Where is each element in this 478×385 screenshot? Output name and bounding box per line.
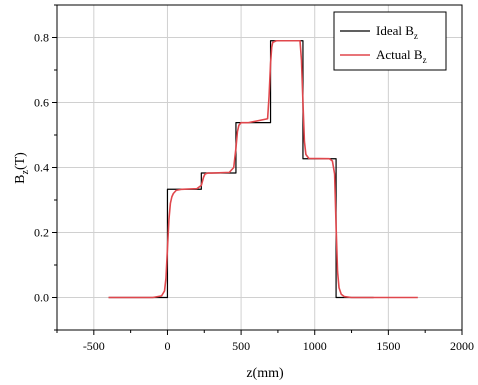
x-tick-label: 500 [232, 339, 250, 353]
y-tick-label: 0.2 [34, 226, 49, 240]
legend-box [333, 11, 447, 71]
legend-label-ideal-sub: z [414, 31, 418, 41]
y-tick-label: 0.4 [34, 161, 49, 175]
series-layer [108, 39, 418, 299]
x-tick-label: 0 [164, 339, 170, 353]
y-tick-label: 0.8 [34, 31, 49, 45]
x-tick-label: 1500 [376, 339, 400, 353]
actual-bz-line [108, 39, 418, 299]
y-axis-title-sub: z [20, 170, 31, 175]
legend-label-ideal: Ideal Bz [376, 23, 418, 41]
legend-label-actual: Actual Bz [376, 47, 427, 65]
y-axis-title-main: B [13, 175, 28, 184]
legend-label-actual-sub: z [423, 55, 427, 65]
x-tick-label: 2000 [450, 339, 474, 353]
legend: Ideal Bz Actual Bz [333, 11, 447, 71]
y-axis-title-suffix: (T) [13, 152, 28, 170]
y-tick-label: 0.6 [34, 96, 49, 110]
x-axis-title: z(mm) [246, 366, 284, 381]
y-axis-title: Bz(T) [13, 152, 31, 184]
y-tick-label: 0.0 [34, 291, 49, 305]
tick-layer: -500 0 500 1000 1500 2000 0.0 0.2 0.4 0.6 0.8 [34, 4, 474, 353]
legend-label-actual-main: Actual B [376, 47, 423, 62]
legend-label-ideal-main: Ideal B [376, 23, 414, 38]
x-tick-label: -500 [83, 339, 105, 353]
x-tick-label: 1000 [303, 339, 327, 353]
